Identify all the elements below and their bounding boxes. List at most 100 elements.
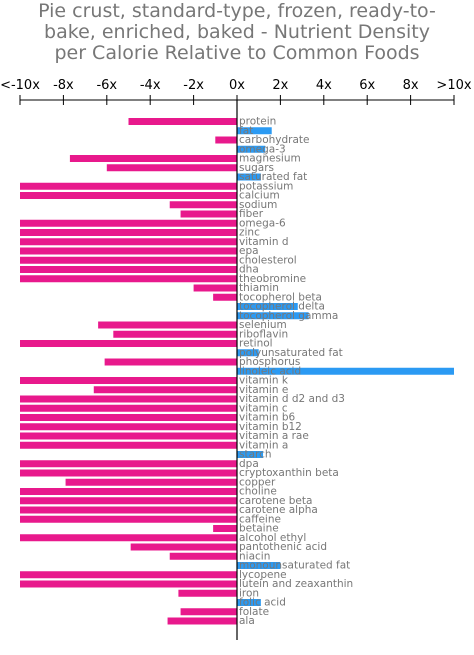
bar (69, 155, 237, 162)
chart-title-line-1: Pie crust, standard-type, frozen, ready-… (38, 0, 436, 22)
category-label: fiber (239, 208, 264, 220)
category-label: theobromine (239, 273, 306, 285)
category-label: polyunsaturated fat (239, 347, 343, 359)
category-label: carotene alpha (239, 504, 318, 516)
bar (237, 173, 261, 181)
bar (20, 423, 237, 431)
category-label: lycopene (239, 569, 287, 581)
bar (20, 247, 237, 255)
bar (20, 515, 237, 523)
bar (130, 543, 237, 551)
bar (237, 599, 261, 606)
bar (104, 358, 237, 366)
category-label: niacin (239, 550, 270, 562)
category-label: tocopherol beta (239, 291, 322, 303)
category-label: sodium (239, 199, 277, 211)
x-tick-label: 2x (272, 78, 288, 93)
category-label: folate (239, 606, 269, 618)
category-label: ala (239, 615, 255, 627)
bar (20, 229, 237, 236)
bar (237, 562, 281, 569)
bar (20, 488, 237, 495)
category-label: linoleic acid (239, 365, 301, 377)
category-label: starch (239, 449, 272, 461)
bar (20, 404, 237, 412)
bar (169, 552, 237, 560)
category-label: folic acid (239, 597, 286, 609)
category-label: monounsaturated fat (239, 560, 350, 572)
bar (20, 506, 237, 514)
category-label: alcohol ethyl (239, 532, 306, 544)
category-label: thiamin (239, 282, 279, 294)
category-label: vitamin a (239, 439, 288, 451)
bar (237, 145, 266, 153)
category-label: fat (239, 125, 253, 137)
category-label: choline (239, 486, 277, 498)
bar (237, 451, 264, 458)
bar (215, 136, 237, 144)
x-tick-label: <-10x (0, 78, 40, 93)
bar (20, 534, 237, 542)
bar (20, 414, 237, 421)
category-label: lutein and zeaxanthin (239, 578, 353, 590)
bar (193, 284, 237, 292)
category-label: carotene beta (239, 495, 312, 507)
category-label: dha (239, 264, 259, 276)
category-label: tocopherol gamma (239, 310, 338, 322)
category-label: saturated fat (239, 171, 307, 183)
chart-title-line-2: bake, enriched, baked - Nutrient Density (44, 21, 430, 43)
bar (20, 182, 237, 190)
x-tick-label: 8x (403, 78, 419, 93)
bar (20, 377, 237, 384)
category-label: vitamin e (239, 384, 288, 396)
bar (237, 349, 259, 357)
category-label: betaine (239, 523, 279, 535)
category-label: potassium (239, 180, 293, 192)
bar (98, 321, 238, 329)
bar (237, 127, 272, 135)
bar (20, 497, 237, 505)
bar (237, 312, 309, 320)
x-tick-label: -2x (183, 78, 204, 93)
bar (20, 192, 237, 199)
category-label: retinol (239, 338, 273, 350)
bar (20, 275, 237, 283)
bar (20, 571, 237, 579)
bar (169, 201, 237, 209)
category-label: vitamin d (239, 236, 289, 248)
category-label: calcium (239, 190, 280, 202)
bar (20, 340, 237, 347)
bar (113, 330, 237, 338)
x-tick-label: -4x (140, 78, 161, 93)
bar (20, 266, 237, 273)
bar (20, 580, 237, 588)
category-label: tocopherol delta (239, 301, 325, 313)
bar (106, 164, 237, 172)
category-label: omega-6 (239, 217, 286, 229)
bar (128, 118, 237, 125)
category-label: vitamin c (239, 402, 288, 414)
category-label: vitamin b12 (239, 421, 302, 433)
category-label: epa (239, 245, 259, 257)
x-tick-label: 0x (229, 78, 245, 93)
category-label: cholesterol (239, 254, 297, 266)
bar (213, 293, 237, 301)
category-label: vitamin a rae (239, 430, 309, 442)
x-tick-label: -8x (53, 78, 74, 93)
bar (167, 617, 237, 625)
bar (180, 210, 237, 218)
bar (20, 219, 237, 227)
category-label: iron (239, 587, 259, 599)
bar (65, 478, 237, 486)
category-label: dpa (239, 458, 259, 470)
bar (20, 395, 237, 403)
x-tick-label: -6x (96, 78, 117, 93)
category-label: copper (239, 476, 276, 488)
x-tick-label: 6x (359, 78, 375, 93)
category-label: vitamin b6 (239, 412, 295, 424)
bar (20, 469, 237, 477)
bar (178, 589, 237, 597)
bar (20, 460, 237, 468)
